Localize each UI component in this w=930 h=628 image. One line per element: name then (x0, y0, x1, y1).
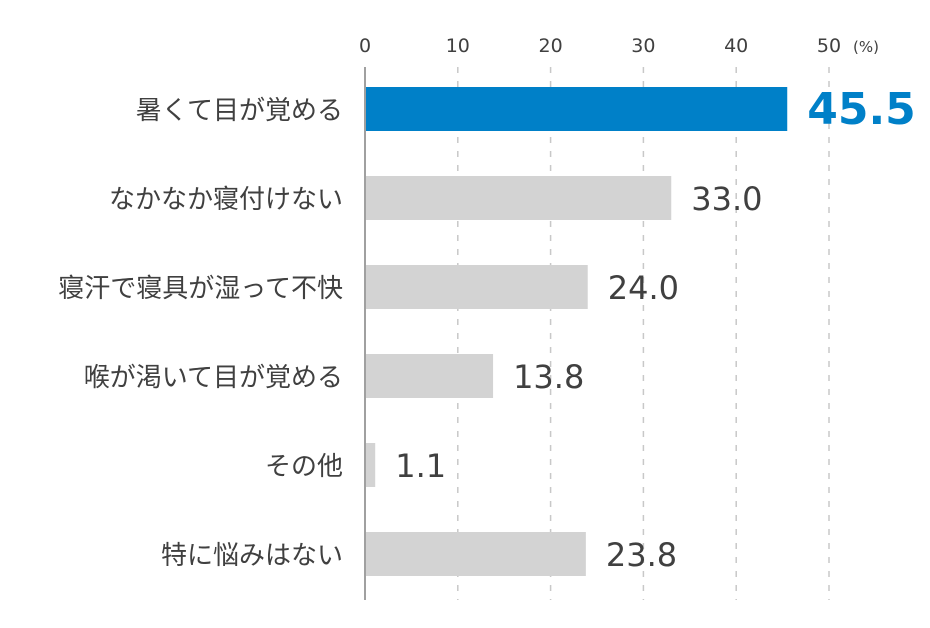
bar (365, 532, 586, 576)
category-label: 寝汗で寝具が湿って不快 (58, 274, 343, 304)
bar (365, 443, 376, 487)
category-label: 暑くて目が覚める (136, 96, 343, 126)
bar (365, 354, 494, 398)
category-label: 喉が渇いて目が覚める (84, 363, 343, 393)
value-label: 33.0 (691, 180, 762, 218)
unit-label: (%) (853, 38, 879, 56)
value-label: 1.1 (395, 447, 446, 485)
category-label: 特に悩みはない (161, 541, 343, 571)
x-tick-label: 30 (631, 35, 655, 57)
bar (365, 87, 788, 131)
value-label: 24.0 (608, 269, 679, 307)
value-label: 45.5 (807, 84, 916, 135)
x-tick-label: 40 (724, 35, 748, 57)
x-tick-label: 10 (446, 35, 470, 57)
category-label: その他 (265, 452, 343, 482)
bar (365, 265, 588, 309)
category-label: なかなか寝付けない (109, 185, 343, 215)
value-label: 23.8 (606, 536, 677, 574)
value-label: 13.8 (513, 358, 584, 396)
x-tick-label: 0 (359, 35, 371, 57)
x-tick-label: 20 (539, 35, 563, 57)
bar (365, 176, 672, 220)
x-tick-label: 50 (817, 35, 841, 57)
